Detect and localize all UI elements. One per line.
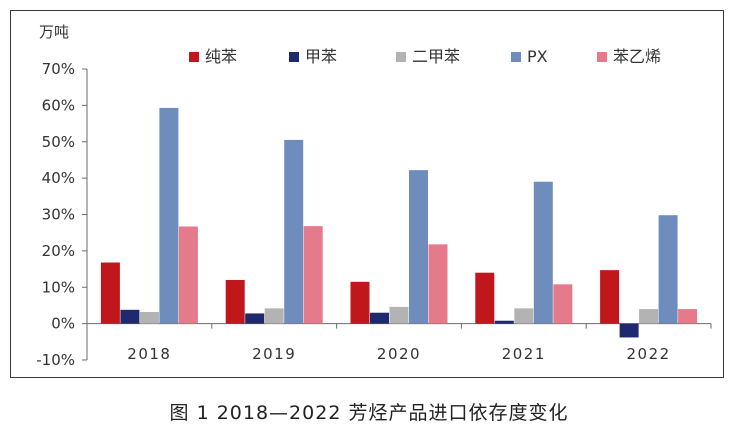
bar-苯乙烯-2019 [303,226,323,324]
legend-label-甲苯: 甲苯 [305,47,337,66]
legend-label-二甲苯: 二甲苯 [412,47,460,66]
x-tick-label: 2020 [377,345,421,363]
x-tick-label: 2018 [127,345,171,363]
bar-二甲苯-2018 [139,311,159,324]
bar-甲苯-2018 [120,309,140,324]
bar-PX-2018 [159,107,179,324]
legend-label-纯苯: 纯苯 [205,47,237,66]
bar-苯乙烯-2021 [553,284,573,324]
y-tick-label: 40% [42,169,75,187]
legend-swatch-甲苯 [289,52,299,62]
bar-纯苯-2018 [100,262,120,324]
bar-二甲苯-2020 [389,306,409,324]
bar-PX-2019 [284,139,304,324]
bar-纯苯-2019 [225,279,245,324]
chart-frame: 70% 60% 50% 40% 30% 20% 10% 0% -10% 2018 2019 2020 2… [10,10,724,378]
legend-swatch-苯乙烯 [597,52,607,62]
legend-swatch-纯苯 [189,52,199,62]
x-tick-label: 2019 [252,345,296,363]
y-tick-label: 0% [51,315,75,333]
legend: 纯苯 甲苯 二甲苯 PX 苯乙烯 [189,47,661,66]
y-tick-label: -10% [36,351,75,369]
bar-苯乙烯-2020 [428,244,448,324]
y-tick-label: 10% [42,278,75,296]
bar-二甲苯-2022 [639,309,659,324]
y-tick-label: 50% [42,133,75,151]
bar-纯苯-2020 [350,281,370,324]
bar-PX-2021 [533,181,553,324]
bar-二甲苯-2021 [514,308,534,324]
bar-chart: 70% 60% 50% 40% 30% 20% 10% 0% -10% 2018 2019 2020 2… [36,23,712,369]
labels: 70% 60% 50% 40% 30% 20% 10% 0% -10% 2018 2019 2020 2… [36,23,671,369]
bar-PX-2020 [409,170,428,324]
bar-苯乙烯-2022 [678,309,698,324]
bar-苯乙烯-2018 [178,226,198,324]
figure-caption: 图 1 2018—2022 芳烃产品进口依存度变化 [169,402,569,424]
bar-甲苯-2021 [494,320,514,324]
bar-纯苯-2022 [600,270,620,324]
bar-甲苯-2022 [619,323,639,338]
y-tick-label: 20% [42,242,75,260]
y-tick-label: 30% [42,206,75,224]
legend-label-苯乙烯: 苯乙烯 [613,47,661,66]
bar-纯苯-2021 [475,272,495,324]
y-tick-label: 60% [42,96,75,114]
bar-甲苯-2019 [245,313,265,324]
x-tick-label: 2022 [627,345,671,363]
legend-swatch-二甲苯 [396,52,406,62]
bar-二甲苯-2019 [264,308,284,324]
legend-swatch-PX [511,52,521,62]
x-tick-label: 2021 [502,345,546,363]
bar-甲苯-2020 [370,312,389,324]
bar-PX-2022 [658,215,678,324]
y-tick-label: 70% [42,60,75,78]
bars [100,107,698,338]
legend-label-PX: PX [527,47,548,66]
unit-label: 万吨 [39,23,69,41]
